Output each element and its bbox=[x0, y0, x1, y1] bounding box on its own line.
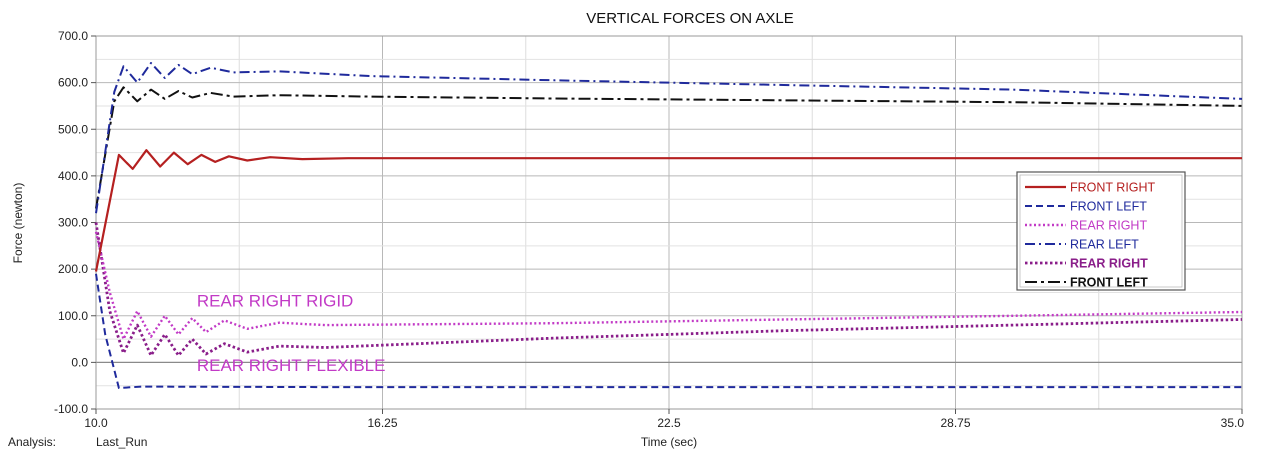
legend-entry-label: REAR LEFT bbox=[1070, 238, 1139, 252]
annotation-label: REAR RIGHT FLEXIBLE bbox=[197, 356, 386, 375]
analysis-value: Last_Run bbox=[96, 435, 147, 449]
y-tick-label: 600.0 bbox=[58, 76, 88, 90]
y-axis-ticks: 700.0 600.0 500.0 400.0 300.0 200.0 100.0 0.0 -1… bbox=[54, 29, 96, 416]
x-axis-ticks: 10.0 16.25 22.5 28.75 35.0 bbox=[84, 409, 1244, 430]
series-line-front-left-1 bbox=[95, 273, 1242, 389]
y-axis-label: Force (newton) bbox=[11, 183, 25, 264]
legend-entry-label: REAR RIGHT bbox=[1070, 257, 1148, 271]
legend-entry-label: FRONT LEFT bbox=[1070, 276, 1148, 290]
x-tick-label: 28.75 bbox=[940, 416, 970, 430]
annotations: REAR RIGHT RIGID REAR RIGHT FLEXIBLE bbox=[197, 291, 386, 374]
series-line-rear-right-2 bbox=[94, 231, 1243, 341]
legend-inner-border bbox=[1019, 174, 1183, 288]
y-tick-label: 500.0 bbox=[58, 122, 88, 136]
legend-entry-label: FRONT LEFT bbox=[1070, 200, 1147, 214]
y-tick-label: 400.0 bbox=[58, 169, 88, 183]
x-tick-label: 35.0 bbox=[1221, 416, 1245, 430]
y-tick-label: 0.0 bbox=[71, 355, 88, 369]
x-tick-label: 10.0 bbox=[84, 416, 108, 430]
y-tick-label: -100.0 bbox=[54, 402, 88, 416]
x-tick-label: 16.25 bbox=[367, 416, 397, 430]
y-tick-label: 200.0 bbox=[58, 262, 88, 276]
analysis-label: Analysis: bbox=[8, 435, 56, 449]
y-tick-label: 700.0 bbox=[58, 29, 88, 43]
series-layer bbox=[94, 62, 1243, 389]
legend-entry-label: FRONT RIGHT bbox=[1070, 181, 1156, 195]
legend-entry-label: REAR RIGHT bbox=[1070, 219, 1147, 233]
annotation-label: REAR RIGHT RIGID bbox=[197, 291, 353, 310]
legend-box bbox=[1016, 171, 1186, 291]
series-line-rear-left-3 bbox=[95, 62, 1243, 214]
series-line-front-right-0 bbox=[94, 149, 1242, 272]
series-line-rear-right-4 bbox=[94, 222, 1243, 357]
grid bbox=[95, 35, 1243, 410]
x-axis-label: Time (sec) bbox=[641, 435, 697, 449]
y-tick-label: 100.0 bbox=[58, 309, 88, 323]
x-tick-label: 22.5 bbox=[657, 416, 681, 430]
chart-title: VERTICAL FORCES ON AXLE bbox=[586, 10, 794, 27]
legend: FRONT RIGHT FRONT LEFT REAR RIGHT REAR LEFT… bbox=[1016, 171, 1186, 291]
y-tick-label: 300.0 bbox=[58, 216, 88, 230]
